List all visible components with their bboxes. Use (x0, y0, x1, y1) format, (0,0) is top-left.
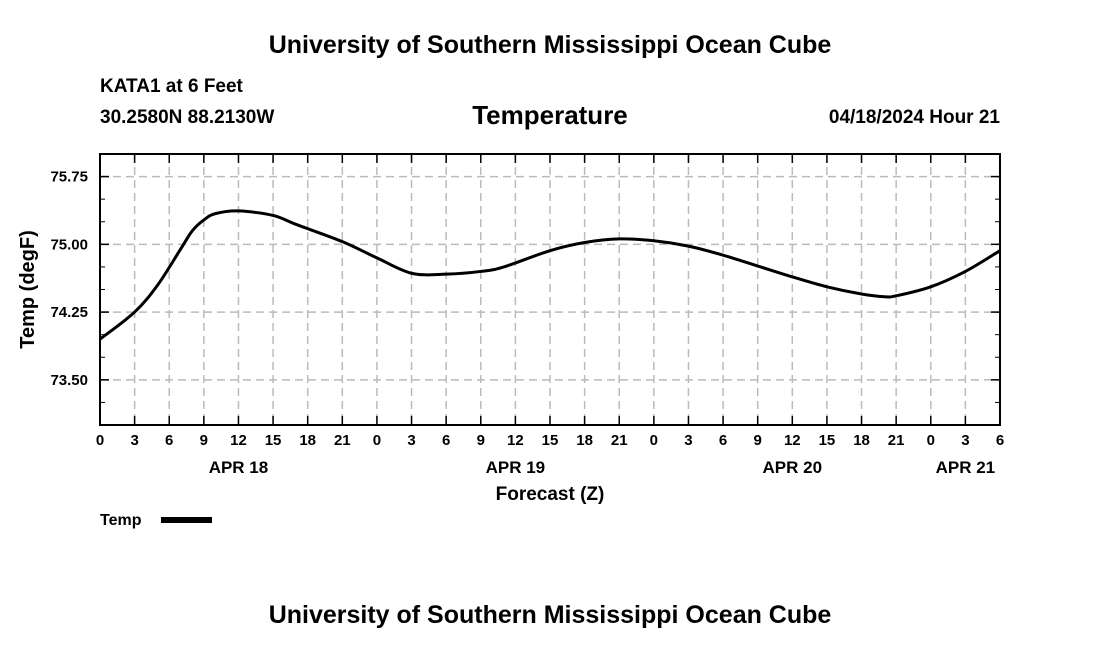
x-tick-label: 3 (130, 432, 138, 449)
y-axis-label: Temp (degF) (17, 230, 39, 349)
y-axis: 73.50 74.25 75.00 75.75 (50, 169, 1000, 403)
x-tick-label: 21 (334, 432, 351, 449)
x-tick-label: 18 (853, 432, 870, 449)
y-tick-label: 75.00 (50, 236, 88, 253)
x-tick-label: 21 (611, 432, 628, 449)
y-tick-label: 75.75 (50, 169, 88, 186)
y-tick-label: 73.50 (50, 372, 88, 389)
date-label: APR 21 (936, 458, 996, 477)
x-tick-label: 0 (373, 432, 381, 449)
datetime-label: 04/18/2024 Hour 21 (828, 107, 1000, 128)
x-tick-label: 18 (299, 432, 316, 449)
x-tick-label: 3 (407, 432, 415, 449)
x-tick-label: 6 (719, 432, 727, 449)
x-axis: 0 3 6 9 12 15 18 21 0 3 6 9 12 15 18 21 0 3 6 9 12 15 18 21 0 3 6 (96, 154, 1004, 449)
x-tick-label: 12 (784, 432, 801, 449)
legend-label: Temp (100, 512, 142, 529)
date-label: APR 19 (486, 458, 546, 477)
date-label: APR 18 (209, 458, 269, 477)
x-tick-label: 6 (442, 432, 450, 449)
y-tick-label: 74.25 (50, 304, 88, 321)
x-tick-label: 3 (684, 432, 692, 449)
coordinates-label: 30.2580N 88.2130W (100, 107, 275, 128)
x-tick-label: 0 (96, 432, 104, 449)
x-tick-label: 0 (927, 432, 935, 449)
x-tick-label: 15 (542, 432, 559, 449)
x-tick-label: 9 (477, 432, 485, 449)
x-tick-label: 21 (888, 432, 905, 449)
date-labels: APR 18 APR 19 APR 20 APR 21 (209, 458, 995, 477)
plot-frame (99, 153, 1001, 426)
x-tick-label: 18 (576, 432, 593, 449)
x-tick-label: 12 (230, 432, 247, 449)
x-tick-label: 15 (819, 432, 836, 449)
x-tick-label: 6 (996, 432, 1004, 449)
x-tick-label: 12 (507, 432, 524, 449)
station-label: KATA1 at 6 Feet (100, 76, 243, 97)
grid (100, 154, 1000, 425)
x-tick-label: 15 (265, 432, 282, 449)
temp-series-line (99, 209, 1001, 341)
x-axis-label: Forecast (Z) (496, 484, 605, 505)
chart-title: Temperature (472, 100, 628, 130)
footer-title: University of Southern Mississippi Ocean… (268, 601, 832, 629)
date-label: APR 20 (763, 458, 823, 477)
header-title: University of Southern Mississippi Ocean… (268, 31, 832, 59)
x-tick-label: 9 (200, 432, 208, 449)
x-tick-label: 0 (650, 432, 658, 449)
x-tick-label: 3 (961, 432, 969, 449)
x-tick-label: 6 (165, 432, 173, 449)
x-tick-label: 9 (754, 432, 762, 449)
